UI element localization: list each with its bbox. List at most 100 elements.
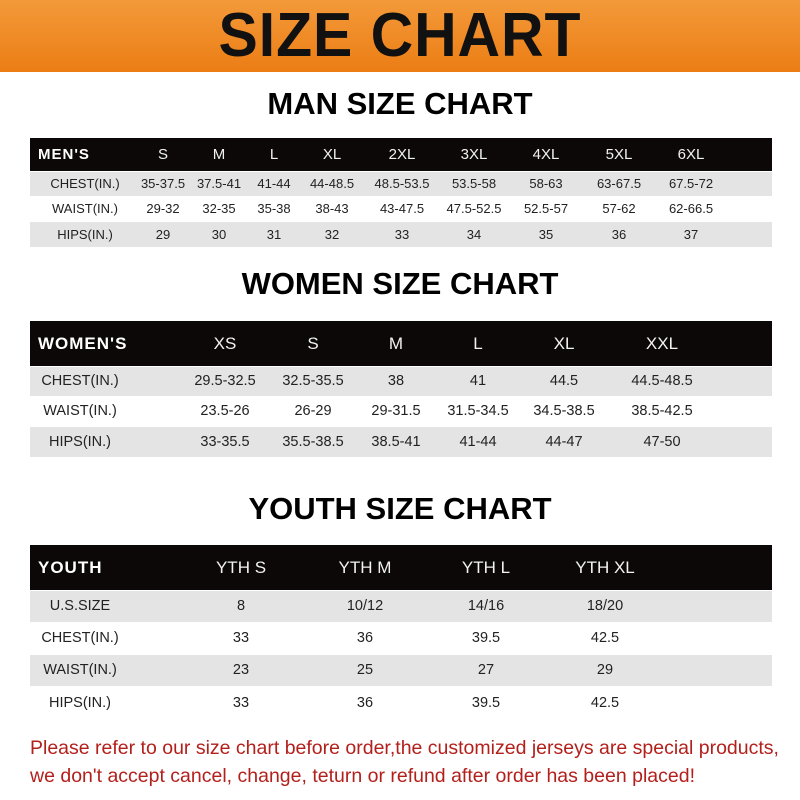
notice-line-2: we don't accept cancel, change, teturn o… bbox=[30, 765, 695, 787]
table-title-cell: YOUTH bbox=[38, 558, 103, 577]
table-cell: 31.5-34.5 bbox=[447, 403, 509, 419]
row-label: HIPS(IN.) bbox=[48, 695, 112, 711]
size-header: YTH M bbox=[338, 558, 392, 577]
table-cell: 53.5-58 bbox=[451, 176, 497, 191]
table-cell: 29 bbox=[155, 227, 171, 242]
table-cell: 41-44 bbox=[257, 176, 291, 191]
table-cell: 8 bbox=[236, 598, 246, 614]
table-cell: 47-50 bbox=[643, 434, 681, 450]
row-label: WAIST(IN.) bbox=[43, 662, 117, 678]
row-label: WAIST(IN.) bbox=[43, 403, 117, 419]
table-cell: 35-38 bbox=[257, 201, 291, 216]
table-cell: 57-62 bbox=[602, 201, 636, 216]
table-cell: 41 bbox=[469, 373, 487, 389]
table-cell: 33 bbox=[232, 695, 250, 711]
table-cell: 52.5-57 bbox=[523, 201, 569, 216]
table-row: HIPS(IN.) 33 36 39.5 42.5 bbox=[30, 687, 772, 719]
size-header: XL bbox=[553, 334, 575, 353]
table-cell: 41-44 bbox=[459, 434, 497, 450]
table-cell: 25 bbox=[356, 662, 374, 678]
size-header: XXL bbox=[645, 334, 679, 353]
table-cell: 32-35 bbox=[202, 201, 236, 216]
table-row: WAIST(IN.) 23 25 27 29 bbox=[30, 655, 772, 686]
table-title-cell: WOMEN'S bbox=[38, 334, 128, 353]
table-cell: 42.5 bbox=[590, 630, 620, 646]
table-cell: 35-37.5 bbox=[140, 176, 186, 191]
size-header: XL bbox=[322, 146, 342, 163]
size-header: M bbox=[212, 146, 226, 163]
table-cell: 43-47.5 bbox=[379, 201, 425, 216]
table-cell: 36 bbox=[356, 630, 374, 646]
size-header: YTH L bbox=[461, 558, 511, 577]
row-label: HIPS(IN.) bbox=[57, 227, 113, 242]
table-cell: 18/20 bbox=[586, 598, 624, 614]
size-header: 5XL bbox=[605, 146, 633, 163]
size-header: S bbox=[307, 334, 319, 353]
size-header: 4XL bbox=[532, 146, 560, 163]
table-row: U.S.SIZE 8 10/12 14/16 18/20 bbox=[30, 591, 772, 622]
table-cell: 36 bbox=[356, 695, 374, 711]
table-row: HIPS(IN.) 29 30 31 32 33 34 35 36 37 bbox=[30, 222, 772, 247]
row-label: WAIST(IN.) bbox=[52, 201, 118, 216]
row-label: CHEST(IN.) bbox=[41, 373, 119, 389]
table-row: CHEST(IN.) 33 36 39.5 42.5 bbox=[30, 623, 772, 654]
row-label: CHEST(IN.) bbox=[41, 630, 119, 646]
table-row: CHEST(IN.) 29.5-32.5 32.5-35.5 38 41 44.5 44.5… bbox=[30, 367, 772, 396]
table-cell: 36 bbox=[611, 227, 627, 242]
table-cell: 37 bbox=[683, 227, 699, 242]
table-row: CHEST(IN.) 35-37.5 37.5-41 41-44 44-48.5 48.5… bbox=[30, 172, 772, 196]
size-header: L bbox=[473, 334, 483, 353]
table-cell: 33-35.5 bbox=[200, 434, 250, 450]
size-header: M bbox=[388, 334, 404, 353]
size-header: YTH XL bbox=[575, 558, 635, 577]
table-cell: 35 bbox=[538, 227, 554, 242]
men-title: MAN SIZE CHART bbox=[267, 86, 533, 121]
table-cell: 30 bbox=[211, 227, 227, 242]
table-cell: 37.5-41 bbox=[196, 176, 242, 191]
youth-title: YOUTH SIZE CHART bbox=[248, 491, 552, 526]
table-cell: 63-67.5 bbox=[596, 176, 642, 191]
table-cell: 23.5-26 bbox=[200, 403, 250, 419]
table-cell: 33 bbox=[394, 227, 410, 242]
row-label: HIPS(IN.) bbox=[48, 434, 112, 450]
table-cell: 32 bbox=[324, 227, 340, 242]
table-cell: 10/12 bbox=[346, 598, 384, 614]
table-cell: 44-47 bbox=[545, 434, 583, 450]
table-cell: 44-48.5 bbox=[309, 176, 355, 191]
table-cell: 48.5-53.5 bbox=[374, 176, 430, 191]
size-header: YTH S bbox=[215, 558, 267, 577]
table-cell: 38-43 bbox=[315, 201, 349, 216]
table-cell: 31 bbox=[266, 227, 282, 242]
table-cell: 67.5-72 bbox=[668, 176, 714, 191]
table-cell: 39.5 bbox=[471, 630, 501, 646]
table-cell: 34 bbox=[466, 227, 482, 242]
table-cell: 32.5-35.5 bbox=[282, 373, 344, 389]
table-cell: 29 bbox=[596, 662, 614, 678]
table-cell: 44.5-48.5 bbox=[631, 373, 693, 389]
table-cell: 29-32 bbox=[146, 201, 180, 216]
table-cell: 62-66.5 bbox=[668, 201, 714, 216]
table-cell: 34.5-38.5 bbox=[533, 403, 595, 419]
table-cell: 14/16 bbox=[467, 598, 505, 614]
row-label: U.S.SIZE bbox=[49, 598, 111, 614]
table-cell: 29.5-32.5 bbox=[194, 373, 256, 389]
size-header: XS bbox=[213, 334, 237, 353]
women-title: WOMEN SIZE CHART bbox=[241, 266, 559, 301]
table-cell: 23 bbox=[232, 662, 250, 678]
table-cell: 47.5-52.5 bbox=[446, 201, 502, 216]
size-header: L bbox=[269, 146, 279, 163]
table-cell: 38.5-41 bbox=[371, 434, 421, 450]
table-title-cell: MEN'S bbox=[38, 146, 90, 163]
table-header-row: MEN'S S M L XL 2XL 3XL 4XL 5XL 6XL bbox=[30, 138, 772, 171]
size-header: 2XL bbox=[388, 146, 416, 163]
table-row: HIPS(IN.) 33-35.5 35.5-38.5 38.5-41 41-44 44-… bbox=[30, 427, 772, 457]
table-cell: 44.5 bbox=[549, 373, 579, 389]
table-cell: 35.5-38.5 bbox=[282, 434, 344, 450]
table-header-row: YOUTH YTH S YTH M YTH L YTH XL bbox=[30, 545, 772, 590]
size-header: 3XL bbox=[460, 146, 488, 163]
page-title: SIZE CHART bbox=[218, 1, 582, 70]
table-row: WAIST(IN.) 29-32 32-35 35-38 38-43 43-47.5 47.… bbox=[30, 197, 772, 221]
table-cell: 29-31.5 bbox=[371, 403, 421, 419]
table-cell: 58-63 bbox=[529, 176, 563, 191]
size-header: 6XL bbox=[677, 146, 705, 163]
